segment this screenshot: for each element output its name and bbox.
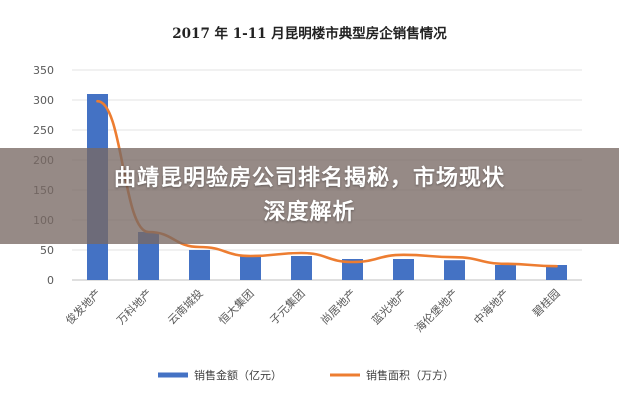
bar	[240, 256, 261, 280]
bar	[495, 265, 516, 280]
legend-label: 销售面积（万方）	[366, 368, 454, 382]
y-tick-label: 300	[33, 94, 54, 107]
headline-banner: 曲靖昆明验房公司排名揭秘，市场现状 深度解析	[0, 148, 619, 244]
bar	[138, 232, 159, 280]
x-tick-label: 恒大集团	[216, 286, 257, 327]
bar	[444, 260, 465, 280]
y-tick-label: 0	[47, 274, 54, 287]
y-tick-label: 250	[33, 124, 54, 137]
x-tick-label: 海伦堡地产	[412, 286, 461, 335]
x-tick-label: 子元集团	[267, 286, 308, 327]
y-tick-label: 350	[33, 64, 54, 77]
bar	[342, 259, 363, 280]
headline-line-1: 曲靖昆明验房公司排名揭秘，市场现状	[113, 166, 505, 191]
x-tick-label: 蓝光地产	[369, 286, 410, 327]
bar	[393, 259, 414, 280]
headline-line-2: 深度解析	[263, 200, 356, 225]
legend-label: 销售金额（亿元）	[194, 368, 282, 382]
y-tick-label: 50	[40, 244, 54, 257]
x-tick-label: 中海地产	[471, 286, 512, 327]
x-tick-label: 尚居地产	[318, 286, 359, 327]
chart-title: 2017 年 1-11 月昆明楼市典型房企销售情况	[172, 26, 447, 42]
bar	[291, 256, 312, 280]
x-tick-label: 碧桂园	[529, 286, 562, 319]
x-tick-label: 万科地产	[114, 286, 155, 327]
x-tick-label: 俊发地产	[63, 286, 104, 327]
x-tick-label: 云南城投	[165, 286, 206, 327]
bar	[189, 250, 210, 280]
bar	[546, 265, 567, 280]
